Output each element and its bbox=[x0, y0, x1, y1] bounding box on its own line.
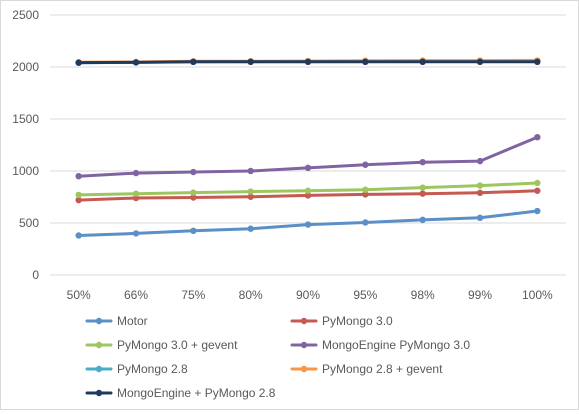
data-point bbox=[304, 58, 312, 65]
data-point bbox=[534, 187, 541, 194]
y-axis-tick-labels: 0 500 1000 1500 2000 2500 bbox=[12, 8, 39, 282]
data-point bbox=[247, 225, 254, 232]
data-point bbox=[247, 167, 254, 175]
legend-label: MongoEngine PyMongo 3.0 bbox=[322, 338, 470, 352]
data-point bbox=[476, 182, 484, 189]
data-point bbox=[476, 58, 484, 65]
data-point bbox=[190, 189, 197, 196]
data-point bbox=[132, 230, 140, 237]
data-point bbox=[419, 190, 426, 197]
data-point bbox=[362, 191, 369, 198]
data-point bbox=[419, 158, 426, 166]
x-tick-label: 80% bbox=[239, 288, 263, 302]
legend-item: PyMongo 3.0 bbox=[290, 314, 393, 328]
series-pymongo-3-0-gevent bbox=[75, 179, 541, 199]
legend-swatch-marker bbox=[300, 317, 308, 325]
data-point bbox=[190, 58, 197, 65]
data-point bbox=[132, 59, 140, 66]
data-point bbox=[75, 59, 82, 66]
data-point bbox=[419, 58, 426, 65]
data-point bbox=[362, 186, 369, 193]
y-tick-label: 500 bbox=[19, 216, 39, 230]
legend-swatch-marker bbox=[95, 341, 103, 349]
y-tick-label: 1000 bbox=[12, 164, 39, 178]
x-tick-label: 50% bbox=[67, 288, 91, 302]
series-pymongo-3-0 bbox=[75, 187, 541, 204]
data-point bbox=[362, 219, 369, 226]
data-point bbox=[534, 179, 541, 187]
y-tick-label: 1500 bbox=[12, 112, 39, 126]
x-tick-label: 95% bbox=[353, 288, 377, 302]
data-point bbox=[75, 196, 82, 204]
data-point bbox=[75, 232, 82, 239]
legend-item: PyMongo 3.0 + gevent bbox=[85, 338, 238, 352]
x-tick-label: 100% bbox=[522, 288, 553, 302]
data-point bbox=[534, 134, 541, 141]
legend-item: Motor bbox=[85, 314, 148, 328]
data-point bbox=[132, 169, 140, 177]
data-point bbox=[534, 58, 541, 65]
series-mongoengine-pymongo-3-0 bbox=[75, 134, 541, 180]
legend-label: MongoEngine + PyMongo 2.8 bbox=[117, 386, 276, 400]
data-point bbox=[247, 188, 254, 195]
data-point bbox=[534, 207, 541, 215]
data-point bbox=[362, 58, 369, 65]
legend-swatch-marker bbox=[95, 365, 103, 373]
data-point bbox=[75, 191, 82, 199]
legend-label: PyMongo 3.0 + gevent bbox=[117, 338, 238, 352]
gridlines bbox=[50, 14, 566, 276]
y-tick-label: 0 bbox=[32, 268, 39, 282]
data-point bbox=[419, 216, 426, 224]
data-point bbox=[476, 189, 484, 197]
x-tick-label: 98% bbox=[411, 288, 435, 302]
data-point bbox=[304, 187, 312, 194]
data-point bbox=[476, 157, 484, 165]
legend-item: PyMongo 2.8 bbox=[85, 362, 188, 376]
x-tick-label: 90% bbox=[296, 288, 320, 302]
data-point bbox=[132, 190, 140, 197]
legend-label: PyMongo 3.0 bbox=[322, 314, 393, 328]
data-point bbox=[362, 161, 369, 168]
series-lines bbox=[75, 57, 541, 239]
legend-label: Motor bbox=[117, 314, 148, 328]
data-point bbox=[419, 184, 426, 191]
legend-item: PyMongo 2.8 + gevent bbox=[290, 362, 443, 376]
legend: Motor PyMongo 3.0 PyMongo 3.0 + gevent Mong… bbox=[85, 314, 470, 400]
data-point bbox=[190, 194, 197, 201]
legend-item: MongoEngine PyMongo 3.0 bbox=[290, 338, 470, 352]
data-point bbox=[476, 214, 484, 221]
legend-label: PyMongo 2.8 bbox=[117, 362, 188, 376]
legend-label: PyMongo 2.8 + gevent bbox=[322, 362, 443, 376]
series-mongoengine-pymongo-2-8 bbox=[75, 58, 541, 66]
legend-swatch-marker bbox=[300, 365, 308, 373]
data-point bbox=[304, 164, 312, 172]
data-point bbox=[75, 173, 82, 180]
y-tick-label: 2000 bbox=[12, 60, 39, 74]
series-motor bbox=[75, 207, 541, 239]
legend-swatch-marker bbox=[300, 341, 308, 349]
x-tick-label: 99% bbox=[468, 288, 492, 302]
data-point bbox=[304, 221, 312, 228]
x-axis-tick-labels: 50% 66% 75% 80% 90% 95% 98% 99% 100% bbox=[67, 288, 553, 302]
legend-item: MongoEngine + PyMongo 2.8 bbox=[85, 386, 276, 400]
data-point bbox=[247, 58, 254, 65]
y-tick-label: 2500 bbox=[12, 8, 39, 22]
data-point bbox=[190, 227, 197, 234]
x-tick-label: 66% bbox=[124, 288, 148, 302]
x-tick-label: 75% bbox=[181, 288, 205, 302]
data-point bbox=[304, 192, 312, 199]
data-point bbox=[190, 168, 197, 176]
legend-swatch-marker bbox=[95, 317, 103, 325]
data-point bbox=[247, 193, 254, 200]
legend-swatch-marker bbox=[95, 389, 103, 397]
